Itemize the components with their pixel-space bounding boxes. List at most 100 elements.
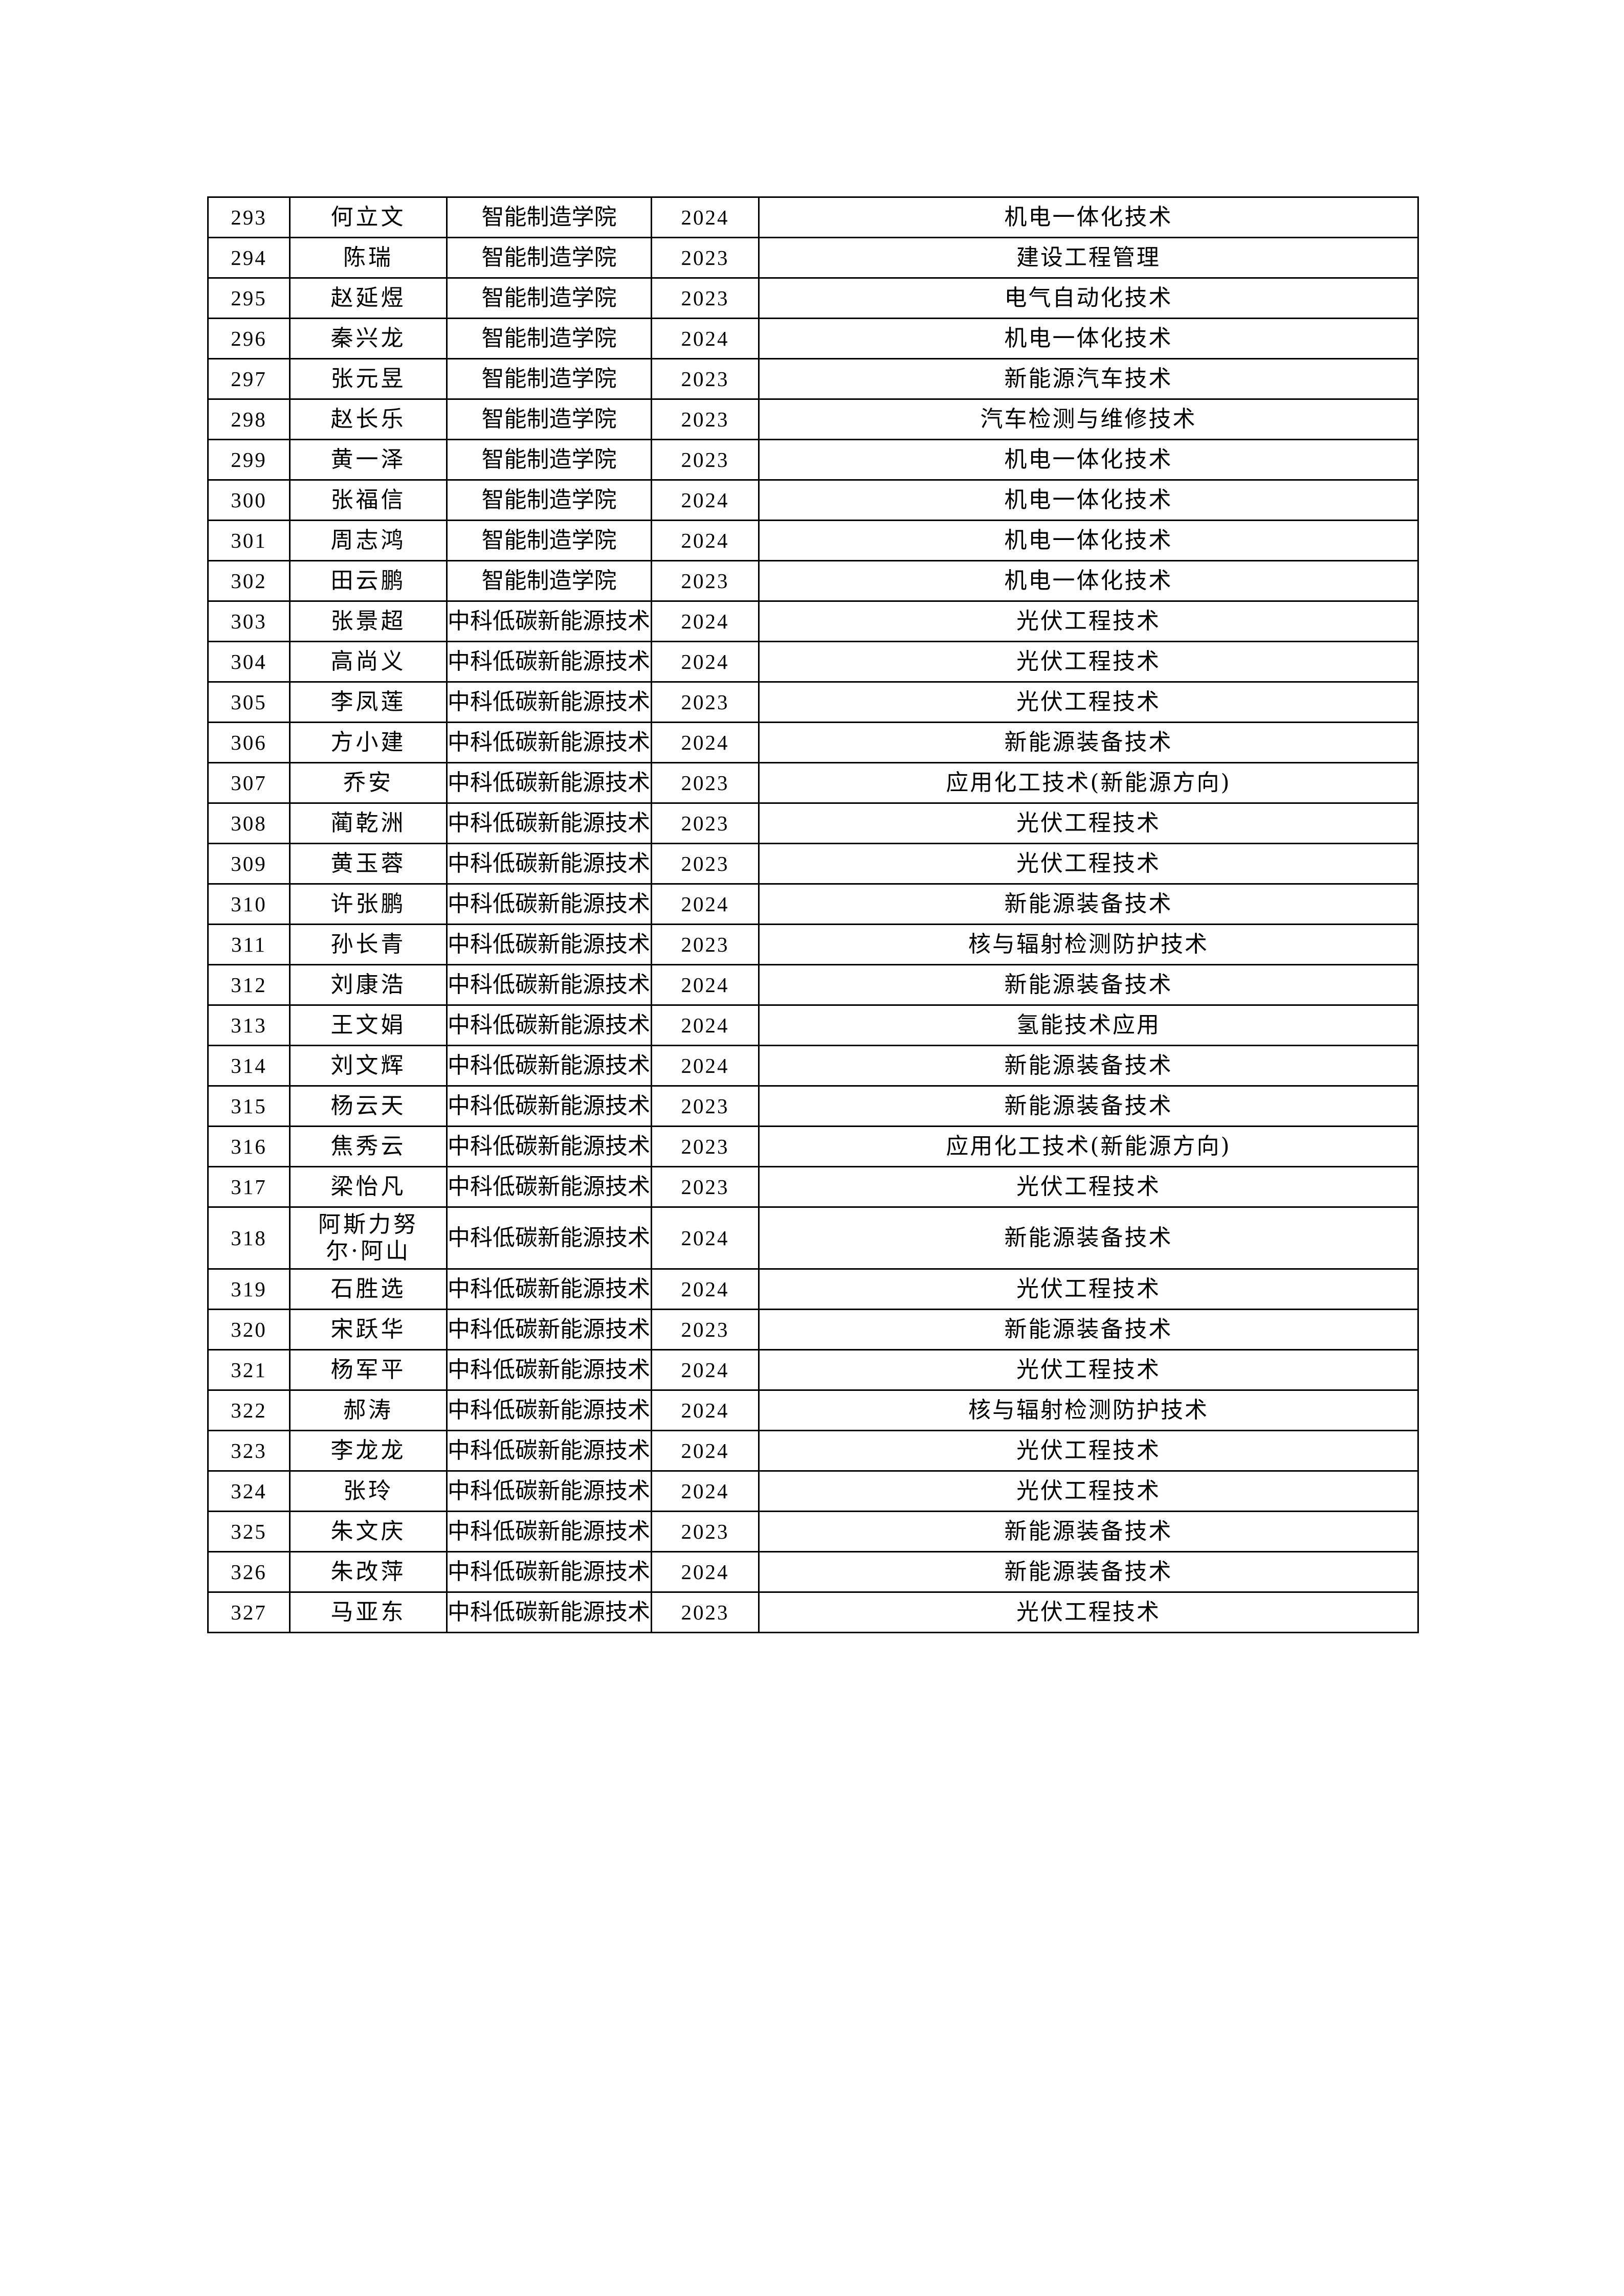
table-row: 315杨云天中科低碳新能源技术学院2023新能源装备技术 <box>207 1085 1419 1127</box>
cell-major-name: 新能源装备技术 <box>758 1085 1419 1127</box>
cell-enrollment-year: 2024 <box>651 479 760 521</box>
table-row: 300 张福信 智能制造学院 2024 机电一体化技术 <box>207 479 1419 521</box>
cell-major-name: 光伏工程技术 <box>758 1430 1419 1472</box>
cell-enrollment-year: 2024 <box>651 196 760 238</box>
cell-college-name: 中科低碳新能源技术学院 <box>446 600 652 642</box>
cell-college-name: 智能制造学院 <box>446 277 652 319</box>
table-row: 312刘康浩中科低碳新能源技术学院2024新能源装备技术 <box>207 964 1419 1006</box>
cell-student-name: 乔安 <box>289 762 448 804</box>
cell-enrollment-year: 2023 <box>651 277 760 319</box>
cell-student-name: 秦兴龙 <box>289 318 448 359</box>
cell-sequence-number: 295 <box>207 277 291 319</box>
cell-college-name: 智能制造学院 <box>446 237 652 279</box>
cell-sequence-number: 309 <box>207 843 291 885</box>
roster-table-container: 293 何立文 智能制造学院 2024 机电一体化技术 294 陈瑞 智能制造学院 2023 建设… <box>207 196 1419 1633</box>
cell-student-name: 刘康浩 <box>289 964 448 1006</box>
table-row: 302 田云鹏 智能制造学院 2023 机电一体化技术 <box>207 560 1419 602</box>
cell-student-name: 杨军平 <box>289 1349 448 1391</box>
cell-enrollment-year: 2023 <box>651 560 760 602</box>
cell-enrollment-year: 2023 <box>651 1591 760 1633</box>
cell-college-name: 中科低碳新能源技术学院 <box>446 1309 652 1350</box>
cell-enrollment-year: 2024 <box>651 964 760 1006</box>
cell-sequence-number: 319 <box>207 1268 291 1310</box>
table-row: 294 陈瑞 智能制造学院 2023 建设工程管理 <box>207 237 1419 279</box>
cell-sequence-number: 306 <box>207 722 291 763</box>
cell-college-name: 中科低碳新能源技术学院 <box>446 641 652 683</box>
cell-student-name: 蔺乾洲 <box>289 802 448 844</box>
cell-major-name: 电气自动化技术 <box>758 277 1419 319</box>
cell-enrollment-year: 2023 <box>651 924 760 965</box>
cell-college-name: 中科低碳新能源技术学院 <box>446 1551 652 1593</box>
table-row: 305李凤莲中科低碳新能源技术学院2023光伏工程技术 <box>207 681 1419 723</box>
cell-sequence-number: 310 <box>207 883 291 925</box>
cell-college-name: 智能制造学院 <box>446 439 652 481</box>
cell-major-name: 机电一体化技术 <box>758 196 1419 238</box>
cell-college-name: 中科低碳新能源技术学院 <box>446 1511 652 1552</box>
cell-student-name: 黄一泽 <box>289 439 448 481</box>
cell-enrollment-year: 2024 <box>651 318 760 359</box>
table-row: 306方小建中科低碳新能源技术学院2024新能源装备技术 <box>207 722 1419 763</box>
cell-major-name: 新能源装备技术 <box>758 1309 1419 1350</box>
cell-college-name: 中科低碳新能源技术学院 <box>446 1126 652 1167</box>
cell-sequence-number: 320 <box>207 1309 291 1350</box>
cell-sequence-number: 301 <box>207 520 291 561</box>
cell-student-name: 高尚义 <box>289 641 448 683</box>
cell-student-name: 刘文辉 <box>289 1045 448 1087</box>
table-row: 324张玲中科低碳新能源技术学院2024光伏工程技术 <box>207 1470 1419 1512</box>
cell-college-name: 中科低碳新能源技术学院 <box>446 1591 652 1633</box>
cell-enrollment-year: 2024 <box>651 1004 760 1046</box>
cell-enrollment-year: 2023 <box>651 1085 760 1127</box>
cell-college-name: 智能制造学院 <box>446 196 652 238</box>
cell-enrollment-year: 2023 <box>651 1166 760 1208</box>
cell-sequence-number: 307 <box>207 762 291 804</box>
cell-student-name: 郝涛 <box>289 1389 448 1431</box>
cell-student-name: 许张鹏 <box>289 883 448 925</box>
table-row: 296 秦兴龙 智能制造学院 2024 机电一体化技术 <box>207 318 1419 359</box>
cell-enrollment-year: 2023 <box>651 439 760 481</box>
cell-student-name: 王文娟 <box>289 1004 448 1046</box>
cell-sequence-number: 325 <box>207 1511 291 1552</box>
cell-student-name: 张景超 <box>289 600 448 642</box>
cell-major-name: 核与辐射检测防护技术 <box>758 1389 1419 1431</box>
cell-major-name: 核与辐射检测防护技术 <box>758 924 1419 965</box>
cell-college-name: 智能制造学院 <box>446 520 652 561</box>
table-row: 320宋跃华中科低碳新能源技术学院2023新能源装备技术 <box>207 1309 1419 1350</box>
table-row: 310许张鹏中科低碳新能源技术学院2024新能源装备技术 <box>207 883 1419 925</box>
cell-major-name: 汽车检测与维修技术 <box>758 398 1419 440</box>
cell-sequence-number: 315 <box>207 1085 291 1127</box>
cell-major-name: 光伏工程技术 <box>758 1591 1419 1633</box>
cell-college-name: 智能制造学院 <box>446 398 652 440</box>
table-row: 293 何立文 智能制造学院 2024 机电一体化技术 <box>207 196 1419 238</box>
cell-sequence-number: 302 <box>207 560 291 602</box>
cell-major-name: 机电一体化技术 <box>758 439 1419 481</box>
table-row: 297 张元昱 智能制造学院 2023 新能源汽车技术 <box>207 358 1419 400</box>
cell-enrollment-year: 2023 <box>651 1126 760 1167</box>
cell-sequence-number: 304 <box>207 641 291 683</box>
cell-enrollment-year: 2023 <box>651 237 760 279</box>
cell-enrollment-year: 2024 <box>651 883 760 925</box>
cell-sequence-number: 293 <box>207 196 291 238</box>
cell-enrollment-year: 2023 <box>651 681 760 723</box>
cell-student-name: 李龙龙 <box>289 1430 448 1472</box>
cell-student-name: 何立文 <box>289 196 448 238</box>
cell-sequence-number: 299 <box>207 439 291 481</box>
roster-table-body: 293 何立文 智能制造学院 2024 机电一体化技术 294 陈瑞 智能制造学院 2023 建设… <box>207 196 1419 1633</box>
cell-major-name: 新能源装备技术 <box>758 722 1419 763</box>
cell-sequence-number: 296 <box>207 318 291 359</box>
cell-student-name: 周志鸿 <box>289 520 448 561</box>
cell-enrollment-year: 2024 <box>651 1389 760 1431</box>
table-row: 304高尚义中科低碳新能源技术学院2024光伏工程技术 <box>207 641 1419 683</box>
table-row: 319石胜选中科低碳新能源技术学院2024光伏工程技术 <box>207 1268 1419 1310</box>
table-row: 308蔺乾洲中科低碳新能源技术学院2023光伏工程技术 <box>207 802 1419 844</box>
cell-major-name: 新能源装备技术 <box>758 1551 1419 1593</box>
cell-major-name: 氢能技术应用 <box>758 1004 1419 1046</box>
cell-major-name: 光伏工程技术 <box>758 1349 1419 1391</box>
cell-sequence-number: 327 <box>207 1591 291 1633</box>
cell-major-name: 应用化工技术(新能源方向) <box>758 1126 1419 1167</box>
cell-sequence-number: 300 <box>207 479 291 521</box>
table-row: 318 阿斯力努 尔·阿山中科低碳新能源技术学院2024新能源装备技术 <box>207 1206 1419 1270</box>
cell-college-name: 智能制造学院 <box>446 479 652 521</box>
cell-major-name: 新能源装备技术 <box>758 1511 1419 1552</box>
cell-major-name: 光伏工程技术 <box>758 802 1419 844</box>
cell-enrollment-year: 2023 <box>651 1309 760 1350</box>
